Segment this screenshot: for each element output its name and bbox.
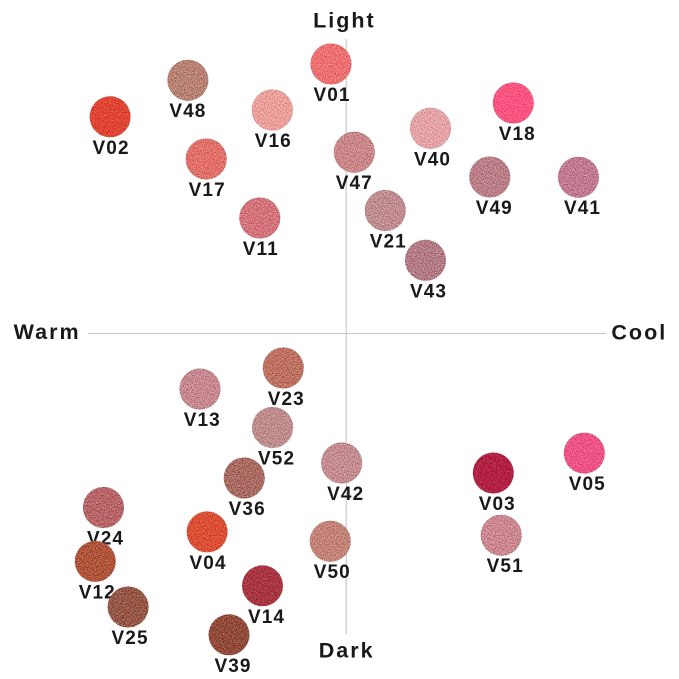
svg-text:V48: V48 <box>169 101 206 122</box>
svg-text:V43: V43 <box>410 281 447 302</box>
svg-text:Light: Light <box>313 8 376 32</box>
svg-text:V05: V05 <box>569 474 606 495</box>
svg-text:V25: V25 <box>112 628 149 649</box>
svg-text:Cool: Cool <box>611 320 667 344</box>
svg-text:V16: V16 <box>255 131 292 152</box>
svg-text:V41: V41 <box>564 198 601 219</box>
svg-text:V14: V14 <box>248 607 285 628</box>
svg-text:V40: V40 <box>414 149 451 170</box>
svg-text:V11: V11 <box>243 239 279 260</box>
svg-text:V42: V42 <box>327 484 364 505</box>
svg-text:V49: V49 <box>476 198 513 219</box>
svg-text:V39: V39 <box>214 656 251 677</box>
svg-text:Warm: Warm <box>14 320 81 344</box>
svg-text:Dark: Dark <box>319 639 375 663</box>
svg-text:V17: V17 <box>189 180 226 201</box>
svg-text:V04: V04 <box>190 553 227 574</box>
svg-text:V51: V51 <box>487 556 524 577</box>
svg-text:V18: V18 <box>499 124 536 145</box>
svg-text:V21: V21 <box>370 232 407 253</box>
svg-text:V50: V50 <box>314 562 351 583</box>
svg-text:V12: V12 <box>79 582 116 603</box>
svg-text:V02: V02 <box>93 138 130 159</box>
svg-text:V23: V23 <box>268 389 305 410</box>
svg-text:V13: V13 <box>184 410 221 431</box>
svg-text:V01: V01 <box>313 85 350 106</box>
svg-text:V47: V47 <box>336 173 373 194</box>
svg-text:V52: V52 <box>258 448 295 469</box>
svg-text:V36: V36 <box>229 499 266 520</box>
svg-text:V03: V03 <box>479 494 516 515</box>
